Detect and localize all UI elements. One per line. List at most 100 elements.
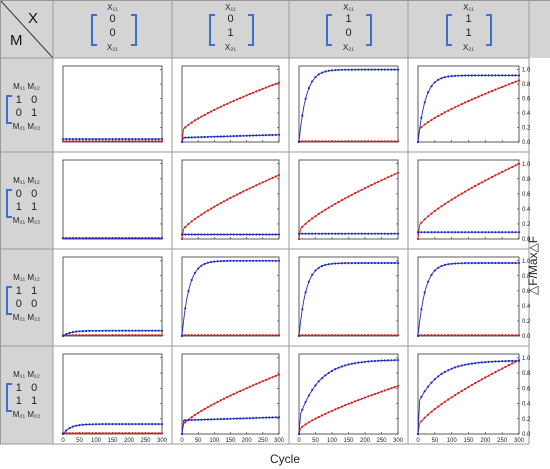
series-point-red <box>477 183 480 186</box>
series-point-blue <box>274 416 277 419</box>
series-point-red <box>235 334 239 337</box>
series-point-red <box>467 188 470 191</box>
plot-frame <box>181 65 280 143</box>
series-point-red <box>447 398 450 401</box>
series-point-blue <box>380 359 383 362</box>
series-point-blue <box>511 231 514 234</box>
series-point-red <box>380 140 383 143</box>
series-point-blue <box>239 417 242 420</box>
series-point-red <box>160 334 164 337</box>
series-point-red <box>340 405 343 408</box>
series-point-red <box>393 334 396 337</box>
series-point-red <box>210 404 213 407</box>
series-point-blue <box>477 361 480 364</box>
series-point-blue <box>216 418 219 421</box>
series-point-red <box>467 99 470 103</box>
series-point-blue <box>65 237 68 240</box>
series-point-blue <box>423 101 426 104</box>
series-point-red <box>98 432 101 435</box>
series-point-blue <box>206 261 209 264</box>
series-point-red <box>235 98 239 101</box>
series-point-red <box>396 171 400 174</box>
series-point-blue <box>311 273 314 276</box>
series-point-red <box>494 88 497 91</box>
series-point-blue <box>470 362 473 365</box>
series-point-red <box>357 399 360 402</box>
series-point-blue <box>433 231 436 234</box>
series-point-red <box>235 193 239 196</box>
series-point-red <box>137 140 140 143</box>
series-point-blue <box>377 232 380 235</box>
series-point-red <box>501 334 504 337</box>
series-point-blue <box>121 329 124 332</box>
series-point-blue <box>232 259 235 262</box>
series-point-red <box>363 396 367 399</box>
series-point-red <box>470 98 473 101</box>
series-point-blue <box>494 231 497 234</box>
series-point-red <box>248 187 251 190</box>
series-point-blue <box>154 423 157 426</box>
col-header-4: X₁₁ 1 1 X₂₁ <box>408 0 529 58</box>
series-point-red <box>190 334 193 337</box>
series-point-blue <box>114 329 117 332</box>
plot-frame <box>62 353 163 435</box>
series-point-blue <box>222 259 226 263</box>
series-point-blue <box>297 140 301 144</box>
plot-frame <box>417 65 520 143</box>
row-header-bottom: M₂₁ M₂₂ <box>12 313 41 322</box>
series-point-blue <box>480 361 484 364</box>
series-point-blue <box>390 232 393 235</box>
series-point-red <box>75 432 78 435</box>
x-tick-label: 200 <box>360 438 371 444</box>
series-point-blue <box>297 232 301 235</box>
series-point-blue <box>151 423 154 426</box>
series-point-red <box>206 334 209 337</box>
series-point-red <box>134 334 137 337</box>
series-point-red <box>507 83 510 86</box>
series-point-blue <box>232 233 235 236</box>
series-point-red <box>304 423 307 426</box>
plot-frame <box>417 159 520 240</box>
series-point-red <box>396 384 400 388</box>
series-point-blue <box>94 329 98 332</box>
series-point-red <box>373 392 376 396</box>
series-point-blue <box>252 417 255 420</box>
series-point-red <box>68 334 71 337</box>
series-point-red <box>504 169 507 172</box>
series-point-blue <box>447 231 450 234</box>
series-point-blue <box>347 68 350 71</box>
y-tick-label: 0.4 <box>522 207 531 213</box>
series-point-red <box>297 237 301 241</box>
series-point-red <box>457 104 460 107</box>
series-point-red <box>517 79 521 82</box>
series-point-blue <box>226 259 229 262</box>
series-point-blue <box>85 423 88 426</box>
series-point-blue <box>193 136 196 139</box>
series-point-blue <box>261 233 264 236</box>
series-point-red <box>216 400 219 404</box>
series-point-red <box>200 334 203 337</box>
series-point-red <box>301 225 304 228</box>
series-point-blue <box>484 261 487 265</box>
series-point-red <box>121 140 124 143</box>
series-point-red <box>344 140 347 143</box>
series-point-red <box>242 388 245 391</box>
left-bracket <box>6 189 12 218</box>
series-point-red <box>101 140 104 143</box>
series-point-red <box>144 334 147 337</box>
series-point-red <box>255 382 258 385</box>
series-point-blue <box>261 259 264 262</box>
series-point-blue <box>203 418 206 421</box>
series-point-red <box>334 202 337 205</box>
series-point-red <box>141 432 144 435</box>
series-point-blue <box>396 261 400 265</box>
series-point-blue <box>255 259 258 262</box>
series-point-red <box>511 362 514 365</box>
series-point-blue <box>91 423 94 426</box>
y-tick-label: 0.0 <box>522 334 531 340</box>
series-point-red <box>151 140 154 143</box>
series-point-red <box>94 334 98 337</box>
series-point-red <box>108 334 111 337</box>
series-point-blue <box>154 237 157 240</box>
